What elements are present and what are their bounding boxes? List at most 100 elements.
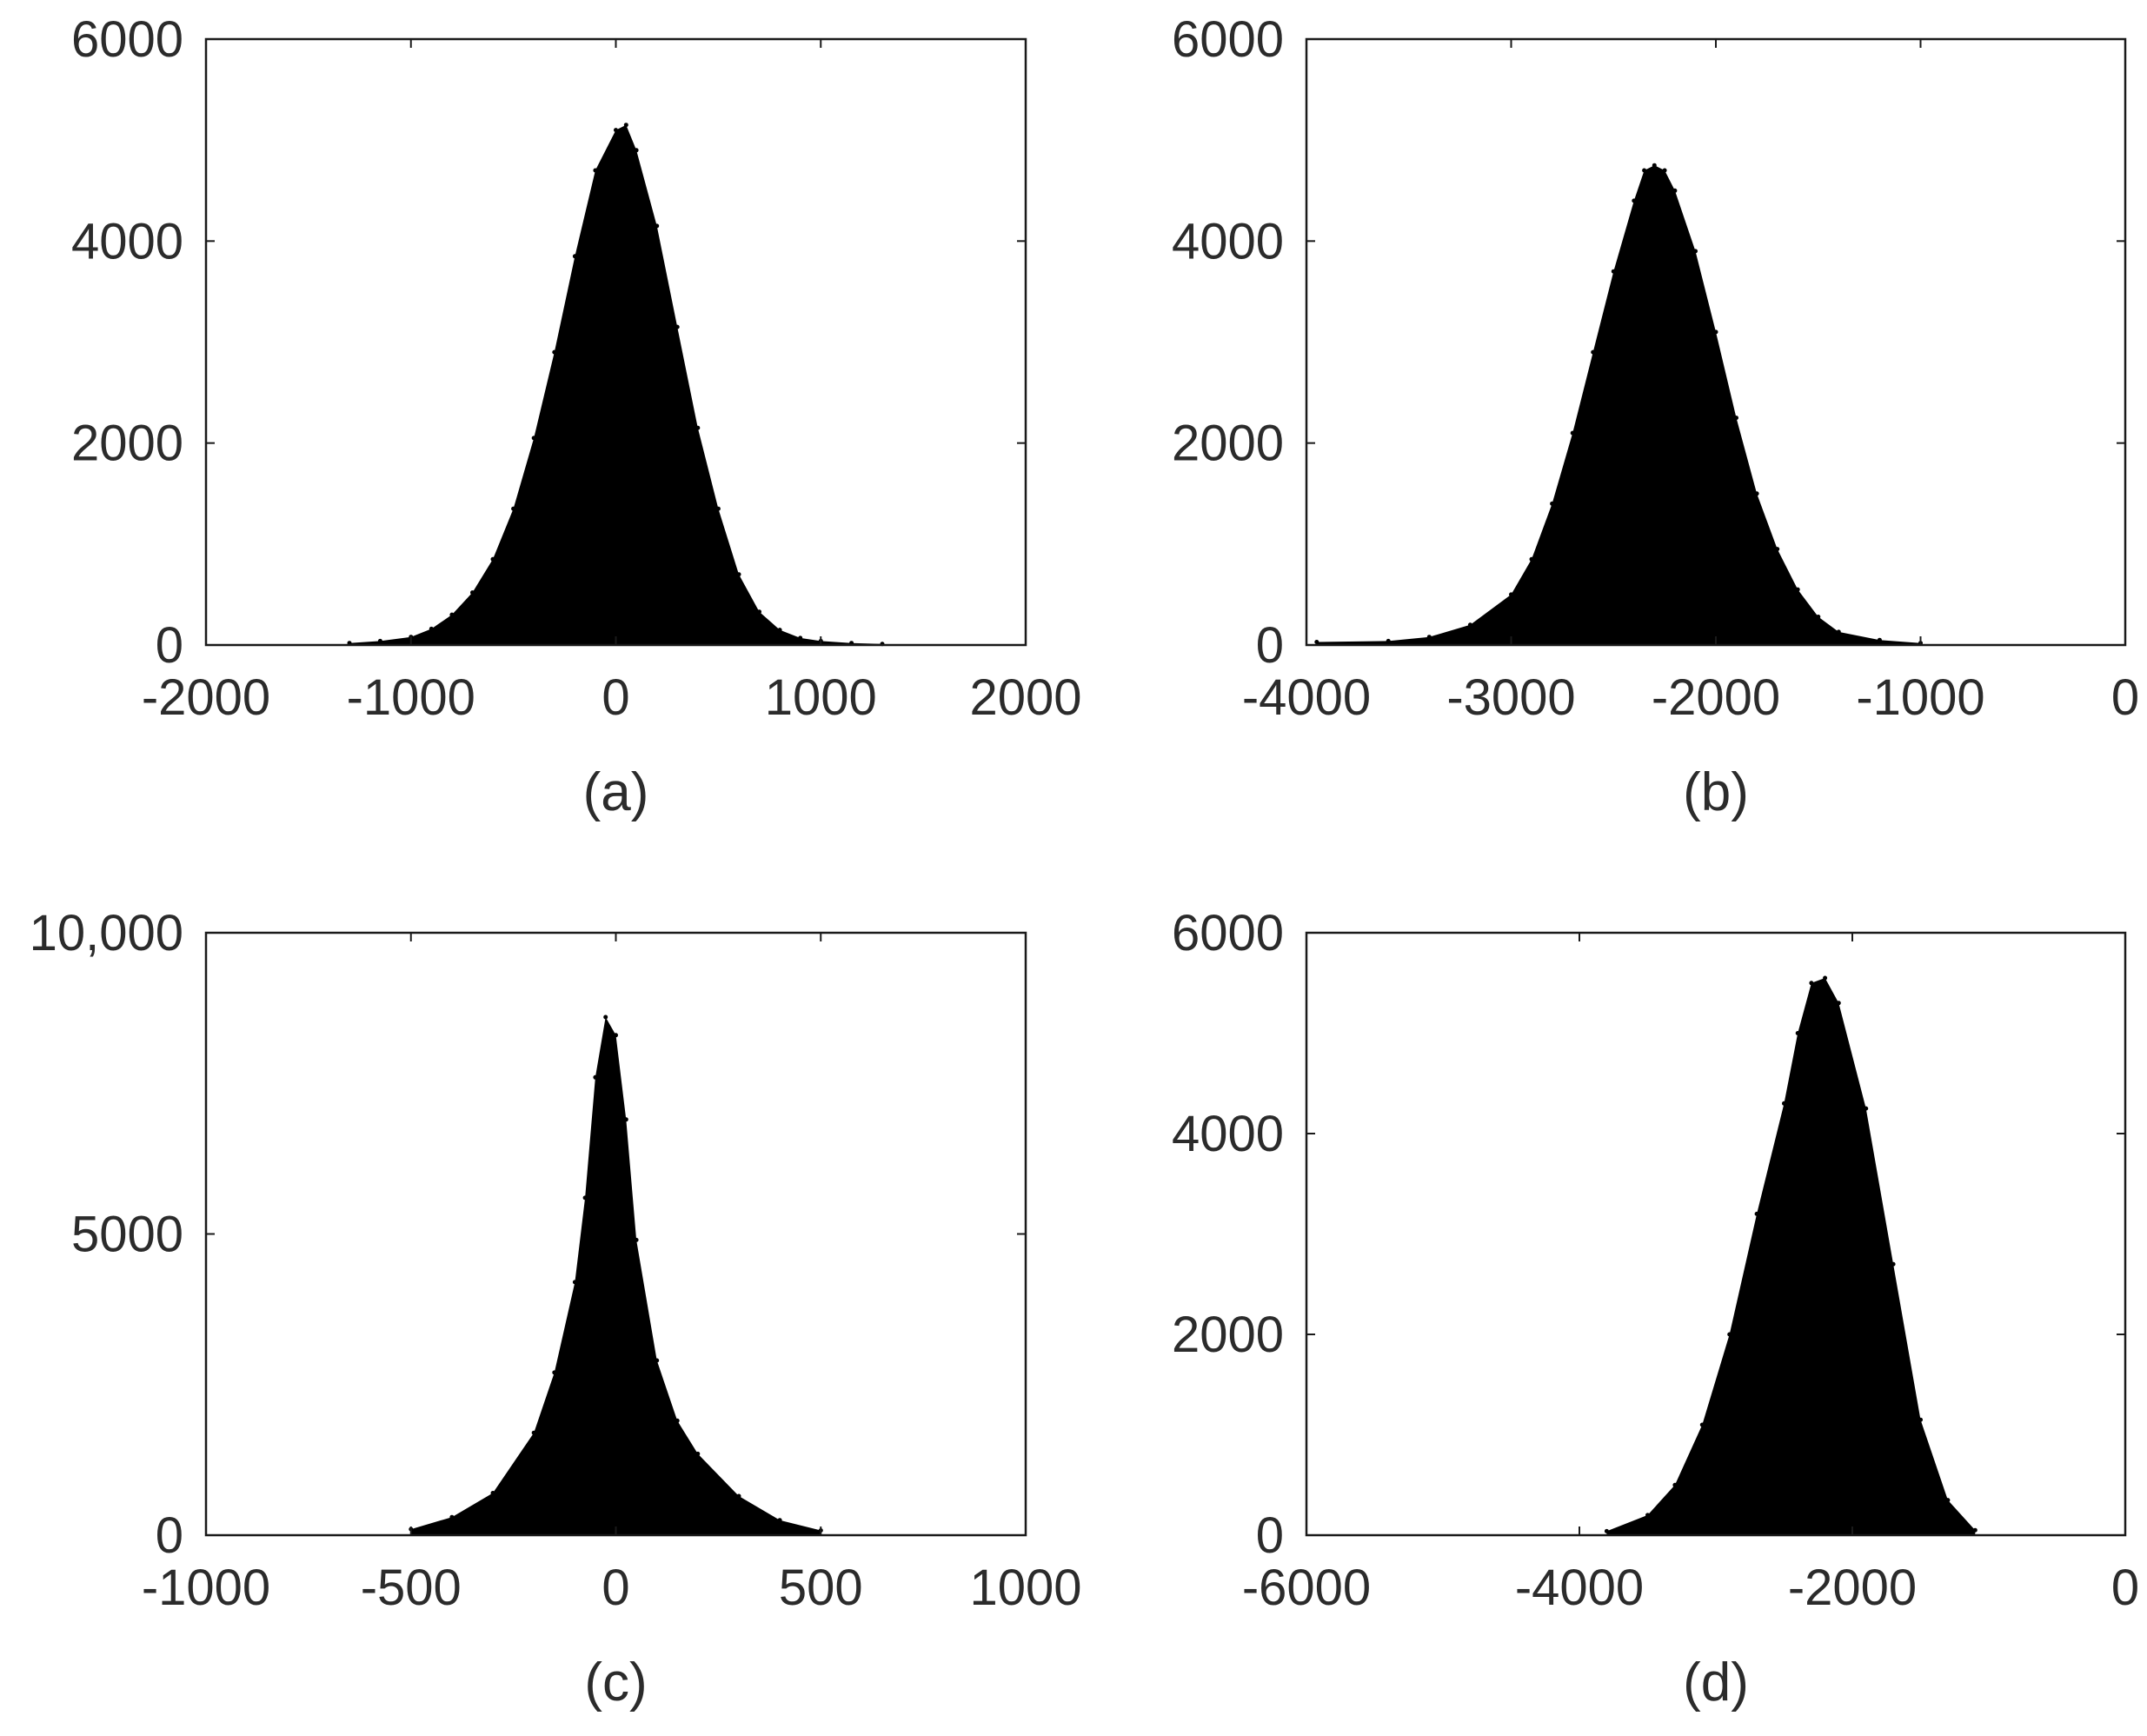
histogram-bin <box>1570 430 1575 436</box>
histogram-bin <box>1645 1513 1650 1518</box>
histogram-bin <box>655 1358 660 1363</box>
histogram-bin <box>1426 635 1432 640</box>
x-tick-label: 2000 <box>969 669 1081 726</box>
histogram-bin <box>1809 981 1814 986</box>
y-tick-label: 0 <box>1256 617 1284 674</box>
histogram-bin <box>1795 587 1800 592</box>
histogram-bin <box>1795 1031 1800 1035</box>
histogram-bin <box>1591 349 1596 355</box>
histogram-bin <box>634 148 639 153</box>
histogram-bin <box>593 168 598 173</box>
y-tick-label: 0 <box>156 1507 183 1564</box>
histogram-bin <box>1386 638 1391 643</box>
histogram-bin <box>593 1074 598 1080</box>
histogram-bin <box>736 1493 741 1499</box>
x-tick-label: 1000 <box>969 1560 1081 1616</box>
x-tick-label: 0 <box>602 1560 629 1616</box>
x-tick-label: -2000 <box>1788 1560 1917 1616</box>
histogram-bin <box>695 425 701 430</box>
histogram-bin <box>798 635 803 641</box>
histogram-bin <box>1754 1211 1759 1216</box>
histogram-bin <box>1891 1261 1896 1267</box>
histogram-fill <box>410 1017 821 1535</box>
histogram-bin <box>1734 416 1738 421</box>
histogram-bin <box>490 556 495 562</box>
histogram-bin <box>1550 501 1555 506</box>
x-tick-label: -6000 <box>1242 1560 1371 1616</box>
histogram-bin <box>1713 329 1718 335</box>
histogram-bin <box>1611 269 1616 274</box>
histogram-bin <box>1816 615 1821 619</box>
histogram-panel-a: -2000 -1000 0 1000 2000 0 2000 4000 6000 (a) <box>71 11 1082 822</box>
histogram-bin <box>777 1518 782 1523</box>
histogram-bin <box>1877 637 1882 642</box>
histogram-panel-b: -4000 -3000 -2000 -1000 0 0 2000 4000 6000 (b) <box>1172 11 2139 822</box>
histogram-bin <box>655 223 660 229</box>
histogram-bin <box>531 1430 536 1435</box>
histogram-bin <box>603 1014 608 1020</box>
histogram-bin <box>1727 1332 1732 1337</box>
x-tick-label: -500 <box>361 1560 462 1616</box>
histogram-fill <box>1316 165 1921 645</box>
histogram-bin <box>614 1033 618 1038</box>
histogram-bin <box>1672 188 1678 193</box>
histogram-bin <box>757 609 761 615</box>
histogram-bin <box>614 128 618 133</box>
histogram-bin <box>715 506 721 511</box>
x-tick-label: 1000 <box>765 669 877 726</box>
histogram-panel-d: -6000 -4000 -2000 0 0 2000 4000 6000 (d) <box>1172 905 2139 1713</box>
histogram-bin <box>623 1117 628 1122</box>
histogram-bin <box>736 572 741 577</box>
histogram-bin <box>1693 249 1698 254</box>
histogram-bin <box>1782 1101 1786 1106</box>
y-tick-label: 5000 <box>71 1207 183 1263</box>
y-tick-label: 0 <box>1256 1507 1284 1564</box>
histogram-bin <box>623 123 628 128</box>
y-tick-label: 6000 <box>1172 11 1284 68</box>
histogram-panel-c: -1000 -500 0 500 1000 0 5000 10,000 (c) <box>30 905 1082 1713</box>
histogram-bin <box>552 349 557 355</box>
histogram-bin <box>1642 168 1647 173</box>
y-tick-label: 2000 <box>1172 416 1284 472</box>
histogram-bin <box>675 324 680 329</box>
x-tick-label: -4000 <box>1242 669 1371 726</box>
histogram-bin <box>1823 975 1828 981</box>
histogram-fill <box>349 124 882 645</box>
x-tick-label: 0 <box>2111 669 2139 726</box>
x-tick-label: -1000 <box>1856 669 1984 726</box>
histogram-bin <box>1836 1001 1841 1006</box>
histogram-bin <box>490 1491 495 1495</box>
panel-caption: (c) <box>584 1653 647 1713</box>
histogram-bin <box>634 1237 639 1242</box>
x-tick-label: 500 <box>779 1560 863 1616</box>
histogram-bin <box>511 506 516 511</box>
histogram-bin <box>1632 198 1637 203</box>
y-tick-label: 4000 <box>71 213 183 269</box>
panel-caption: (a) <box>583 762 649 822</box>
x-tick-label: -1000 <box>347 669 475 726</box>
histogram-bin <box>552 1370 557 1375</box>
x-tick-label: -2000 <box>142 669 270 726</box>
histogram-bin <box>1972 1527 1978 1533</box>
x-tick-label: -2000 <box>1652 669 1780 726</box>
histogram-bin <box>572 1280 577 1285</box>
histogram-bin <box>572 254 577 259</box>
x-tick-label: -3000 <box>1446 669 1575 726</box>
histogram-bin <box>1672 1482 1678 1487</box>
y-tick-label: 2000 <box>1172 1307 1284 1363</box>
x-tick-label: -4000 <box>1515 1560 1644 1616</box>
histogram-bin <box>1662 168 1667 173</box>
histogram-fill <box>1606 978 1976 1535</box>
histogram-bin <box>1529 556 1534 562</box>
y-tick-label: 2000 <box>71 416 183 472</box>
histogram-bin <box>582 1195 588 1201</box>
x-tick-label: 0 <box>602 669 629 726</box>
histogram-bin <box>1652 163 1657 168</box>
histogram-bin <box>531 436 536 441</box>
histogram-bin <box>429 626 434 631</box>
histogram-bin <box>1918 1417 1923 1422</box>
y-tick-label: 4000 <box>1172 213 1284 269</box>
histogram-bin <box>1945 1498 1951 1503</box>
axes-frame <box>1305 931 2127 1537</box>
